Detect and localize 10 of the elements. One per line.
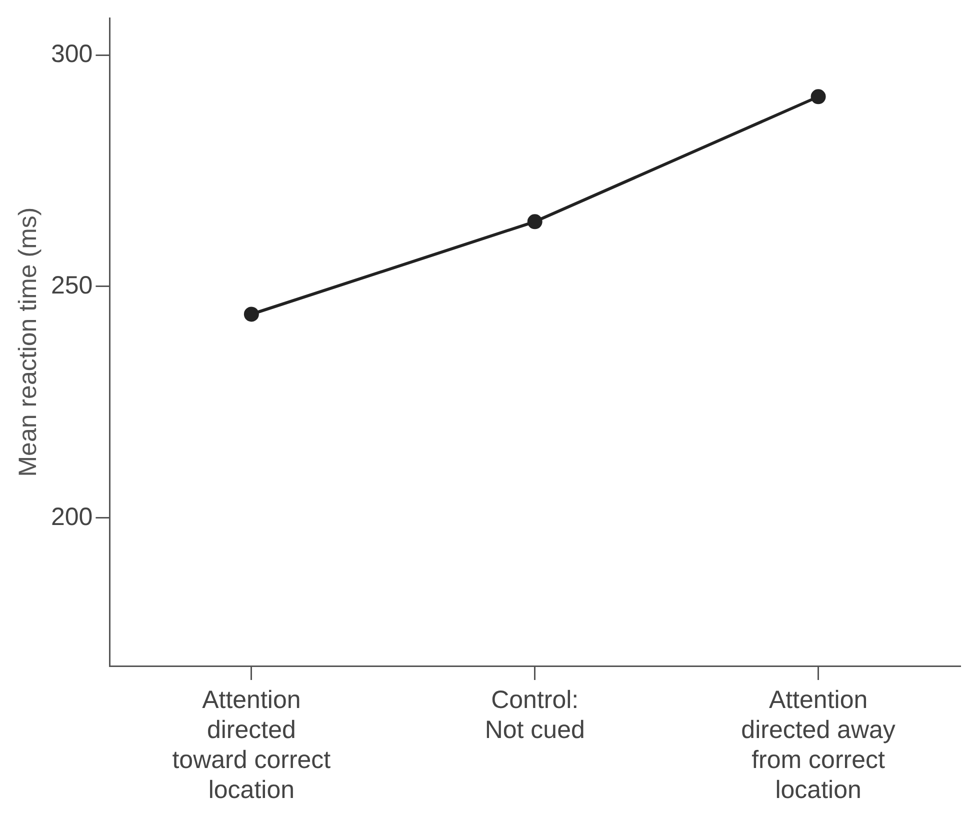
y-tick-label: 250	[50, 271, 93, 300]
point	[527, 214, 542, 230]
x-tick-label: Control: Not cued	[484, 686, 585, 744]
x-tick-label: Attention directed toward correct location	[172, 686, 331, 804]
x-tick-label: Attention directed away from correct location	[741, 686, 896, 804]
y-tick-label: 200	[50, 502, 93, 531]
point	[810, 89, 826, 104]
y-tick-label: 300	[50, 40, 93, 68]
point	[244, 306, 259, 322]
y-axis-title: Mean reaction time (ms)	[14, 207, 42, 477]
